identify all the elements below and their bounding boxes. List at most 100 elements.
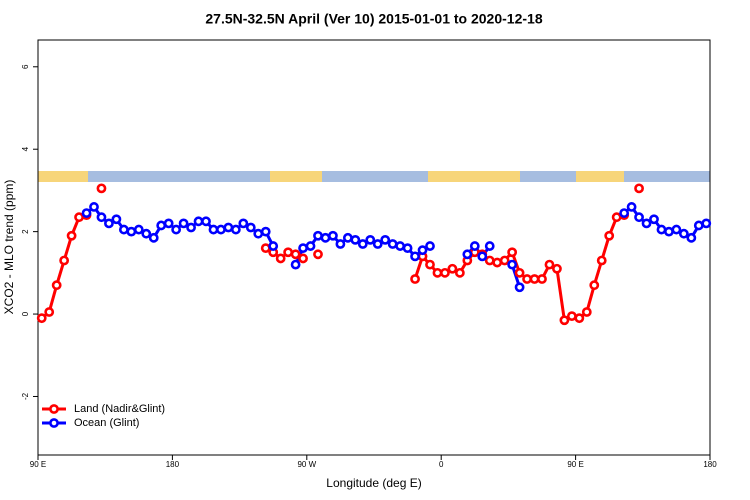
data-point <box>208 224 219 235</box>
data-point <box>290 259 301 270</box>
chart-title: 27.5N-32.5N April (Ver 10) 2015-01-01 to… <box>205 11 542 27</box>
data-point <box>253 228 264 239</box>
data-point <box>544 259 555 270</box>
data-point <box>552 263 562 274</box>
data-point <box>111 214 122 225</box>
data-point <box>664 226 674 237</box>
x-tick-label: 0 <box>439 460 444 469</box>
series-line <box>42 188 639 320</box>
data-point <box>440 267 450 278</box>
data-point <box>133 224 144 235</box>
data-point <box>305 241 316 251</box>
data-point <box>216 224 226 235</box>
data-point <box>693 220 704 231</box>
land-strip <box>576 171 624 182</box>
data-point <box>260 243 271 254</box>
data-point <box>260 226 271 237</box>
data-point <box>634 183 644 194</box>
data-point <box>96 183 107 194</box>
data-point <box>290 249 301 260</box>
data-point <box>387 239 398 249</box>
data-point <box>328 230 338 241</box>
plot-frame <box>37 39 711 456</box>
data-point <box>313 230 323 241</box>
data-point <box>671 224 682 235</box>
data-point <box>81 208 92 218</box>
data-point <box>507 247 518 258</box>
y-tick-label: 6 <box>21 64 30 69</box>
legend-label: Land (Nadir&Glint) <box>74 403 165 415</box>
data-point <box>380 234 391 245</box>
data-point <box>320 232 331 243</box>
y-tick-label: 0 <box>21 311 30 316</box>
data-point <box>201 216 211 227</box>
data-point <box>454 267 465 278</box>
data-point <box>522 274 532 284</box>
data-point <box>126 226 137 237</box>
data-point <box>507 259 518 270</box>
data-point <box>335 239 346 249</box>
data-point <box>477 251 488 262</box>
data-point <box>686 232 697 243</box>
data-point <box>559 315 570 326</box>
data-point <box>649 214 659 225</box>
data-point <box>148 232 159 243</box>
y-tick-label: 4 <box>21 146 30 151</box>
data-point <box>178 218 189 229</box>
data-point <box>469 241 480 251</box>
data-point <box>417 245 428 256</box>
data-point <box>141 228 152 239</box>
data-point <box>499 255 510 266</box>
data-point <box>410 274 420 284</box>
data-point <box>238 218 249 229</box>
data-point <box>313 249 323 260</box>
x-tick-label: 180 <box>703 460 717 469</box>
data-point <box>74 212 84 223</box>
y-tick-label: -2 <box>21 392 30 400</box>
data-point <box>342 232 353 243</box>
data-point <box>425 241 435 251</box>
land-strip <box>428 171 520 182</box>
data-point <box>581 307 592 317</box>
data-point <box>514 282 525 293</box>
data-point <box>402 243 413 254</box>
data-point <box>245 222 256 233</box>
land-strip <box>38 171 88 182</box>
data-point <box>283 247 294 258</box>
land-strip <box>270 171 322 182</box>
data-point <box>574 313 585 324</box>
data-point <box>104 218 114 229</box>
data-point <box>395 241 406 251</box>
data-point <box>566 311 577 322</box>
data-point <box>514 267 525 278</box>
data-point <box>44 307 55 317</box>
data-point <box>596 255 607 266</box>
data-point <box>357 239 368 249</box>
data-point <box>89 202 99 212</box>
data-point <box>268 241 279 251</box>
y-tick-label: 2 <box>21 229 30 234</box>
data-point <box>171 224 182 235</box>
data-point <box>641 218 652 229</box>
data-point <box>589 280 600 291</box>
data-point <box>186 222 196 233</box>
x-tick-label: 90 W <box>297 460 316 469</box>
land-mask-strip <box>38 171 710 182</box>
data-point <box>462 249 473 260</box>
data-point <box>59 255 70 266</box>
x-tick-label: 90 E <box>30 460 46 469</box>
data-point <box>193 216 204 227</box>
data-point <box>425 259 435 270</box>
data-point <box>372 239 383 249</box>
data-point <box>223 222 234 233</box>
data-point <box>230 224 241 235</box>
data-point <box>634 212 644 223</box>
data-point <box>432 267 443 278</box>
data-point <box>484 241 495 251</box>
data-point <box>156 220 167 231</box>
legend: Land (Nadir&Glint) Ocean (Glint) <box>42 403 165 429</box>
y-axis-label: XCO2 - MLO trend (ppm) <box>2 180 16 315</box>
data-point <box>410 251 420 262</box>
